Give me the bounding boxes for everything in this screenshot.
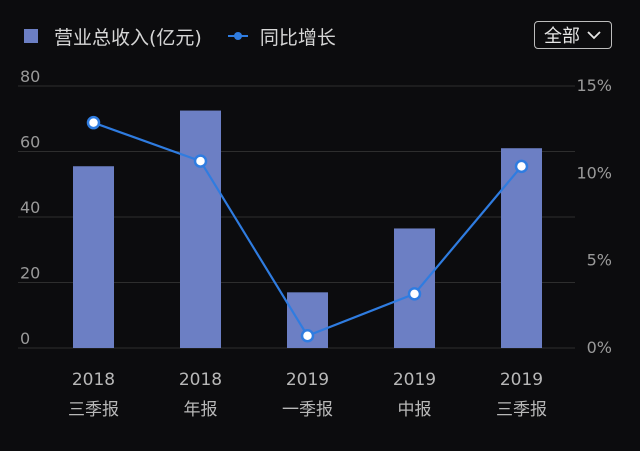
x-category-period: 三季报 [496, 400, 547, 420]
period-select[interactable]: 全部 [534, 21, 612, 49]
chart-legend: 营业总收入(亿元) 同比增长 [24, 22, 362, 50]
y-right-tick-label: 0% [587, 338, 612, 357]
x-category-year: 2019 [500, 370, 543, 390]
y-right-tick-label: 10% [576, 163, 612, 182]
y-left-tick-label: 60 [20, 133, 40, 152]
legend-revenue-label: 营业总收入(亿元) [54, 26, 202, 49]
legend-item-revenue[interactable]: 营业总收入(亿元) [24, 23, 202, 50]
x-category-year: 2018 [179, 370, 222, 390]
bar-swatch-icon [24, 29, 38, 43]
x-category-period: 中报 [398, 400, 432, 420]
x-category-period: 年报 [184, 400, 218, 420]
growth-point [514, 159, 529, 174]
x-category-year: 2019 [393, 370, 436, 390]
growth-point [193, 154, 208, 168]
revenue-bar [501, 148, 542, 348]
x-category-year: 2019 [286, 370, 329, 390]
legend-item-growth[interactable]: 同比增长 [227, 23, 336, 50]
revenue-bar [73, 166, 114, 348]
chevron-down-icon [587, 31, 601, 40]
y-right-tick-label: 15% [576, 76, 612, 95]
y-left-tick-label: 20 [20, 264, 40, 283]
y-right-tick-label: 5% [587, 251, 612, 270]
growth-point [300, 329, 315, 343]
x-category-period: 一季报 [282, 400, 333, 420]
y-left-tick-label: 80 [20, 67, 40, 86]
period-select-value: 全部 [544, 26, 580, 47]
revenue-bar [180, 110, 221, 348]
line-swatch-icon [227, 29, 248, 43]
legend-growth-label: 同比增长 [259, 26, 336, 49]
y-left-tick-label: 40 [20, 198, 40, 217]
growth-point [86, 115, 101, 130]
x-category-year: 2018 [72, 370, 115, 390]
x-category-period: 三季报 [68, 400, 119, 420]
growth-point [407, 287, 422, 301]
y-left-tick-label: 0 [20, 329, 30, 348]
